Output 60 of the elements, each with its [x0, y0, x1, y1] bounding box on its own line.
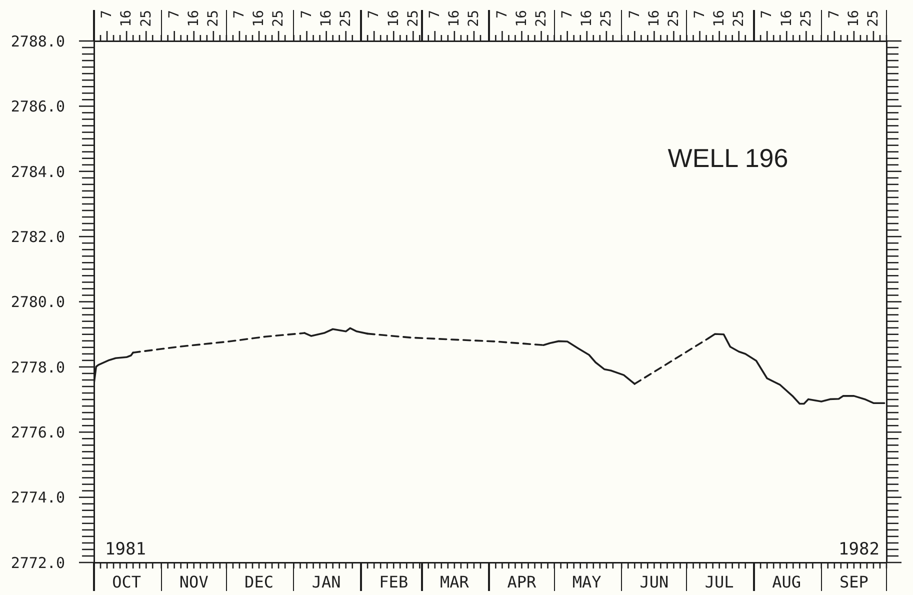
y-tick-label: 2786.0: [10, 98, 65, 116]
x2-tick-label: 16: [118, 10, 135, 27]
x2-tick-label: 16: [646, 10, 662, 27]
y-tick-label: 2776.0: [10, 424, 65, 442]
x-tick-label: NOV: [179, 572, 209, 592]
x2-tick-label: 7: [759, 10, 776, 18]
x2-tick-label: 25: [866, 10, 882, 27]
x-tick-label: FEB: [379, 572, 408, 592]
x2-tick-label: 16: [514, 10, 530, 27]
x2-tick-label: 25: [598, 10, 615, 27]
x2-tick-label: 7: [232, 10, 248, 18]
x2-tick-label: 16: [318, 10, 334, 27]
x2-tick-label: 25: [730, 10, 747, 27]
x2-tick-label: 7: [626, 10, 643, 18]
x-tick-label: OCT: [112, 572, 142, 592]
x2-tick-label: 25: [206, 10, 222, 27]
x2-tick-label: 7: [298, 10, 315, 18]
x2-tick-label: 7: [559, 10, 576, 18]
x-tick-label: JAN: [312, 572, 341, 592]
x2-tick-label: 25: [466, 10, 482, 27]
x2-tick-label: 25: [798, 10, 814, 27]
x2-tick-label: 16: [579, 10, 596, 27]
x-tick-label: MAY: [572, 572, 602, 592]
x2-tick-label: 25: [138, 10, 154, 27]
x2-tick-label: 25: [338, 10, 354, 27]
x-tick-label: MAR: [440, 572, 470, 592]
x-tick-label: DEC: [244, 572, 274, 592]
y-tick-label: 2778.0: [10, 358, 65, 376]
x2-tick-label: 7: [427, 10, 444, 18]
x2-tick-label: 16: [251, 10, 268, 27]
y-tick-label: 2780.0: [10, 293, 65, 312]
x-tick-label: SEP: [839, 572, 868, 592]
x2-tick-label: 16: [186, 10, 202, 27]
x2-tick-label: 7: [99, 10, 116, 18]
x-tick-label: APR: [507, 572, 537, 592]
x2-tick-label: 7: [692, 10, 708, 18]
x2-tick-label: 7: [366, 10, 382, 18]
x2-tick-label: 16: [711, 10, 728, 27]
x2-tick-label: 25: [533, 10, 550, 27]
x2-tick-label: 16: [778, 10, 795, 27]
x2-tick-label: 16: [446, 10, 463, 27]
x2-tick-label: 7: [826, 10, 843, 18]
y-tick-label: 2784.0: [10, 162, 65, 181]
x2-tick-label: 25: [405, 10, 422, 27]
x2-tick-label: 25: [666, 10, 682, 27]
annotation: 1982: [838, 540, 880, 560]
x2-tick-label: 16: [386, 10, 402, 27]
x2-tick-label: 25: [270, 10, 287, 27]
text: WELL 196: [668, 143, 788, 174]
x-tick-label: JUL: [704, 572, 734, 592]
y-tick-label: 2774.0: [10, 488, 65, 507]
annotation: 1981: [105, 540, 146, 560]
x2-tick-label: 7: [494, 10, 510, 18]
x2-tick-label: 7: [166, 10, 182, 18]
x-tick-label: AUG: [772, 572, 802, 592]
x2-tick-label: 16: [846, 10, 862, 27]
y-tick-label: 2782.0: [10, 228, 65, 246]
y-tick-label: 2788.0: [10, 32, 65, 50]
x-tick-label: JUN: [640, 572, 669, 592]
y-tick-label: 2772.0: [10, 554, 65, 572]
